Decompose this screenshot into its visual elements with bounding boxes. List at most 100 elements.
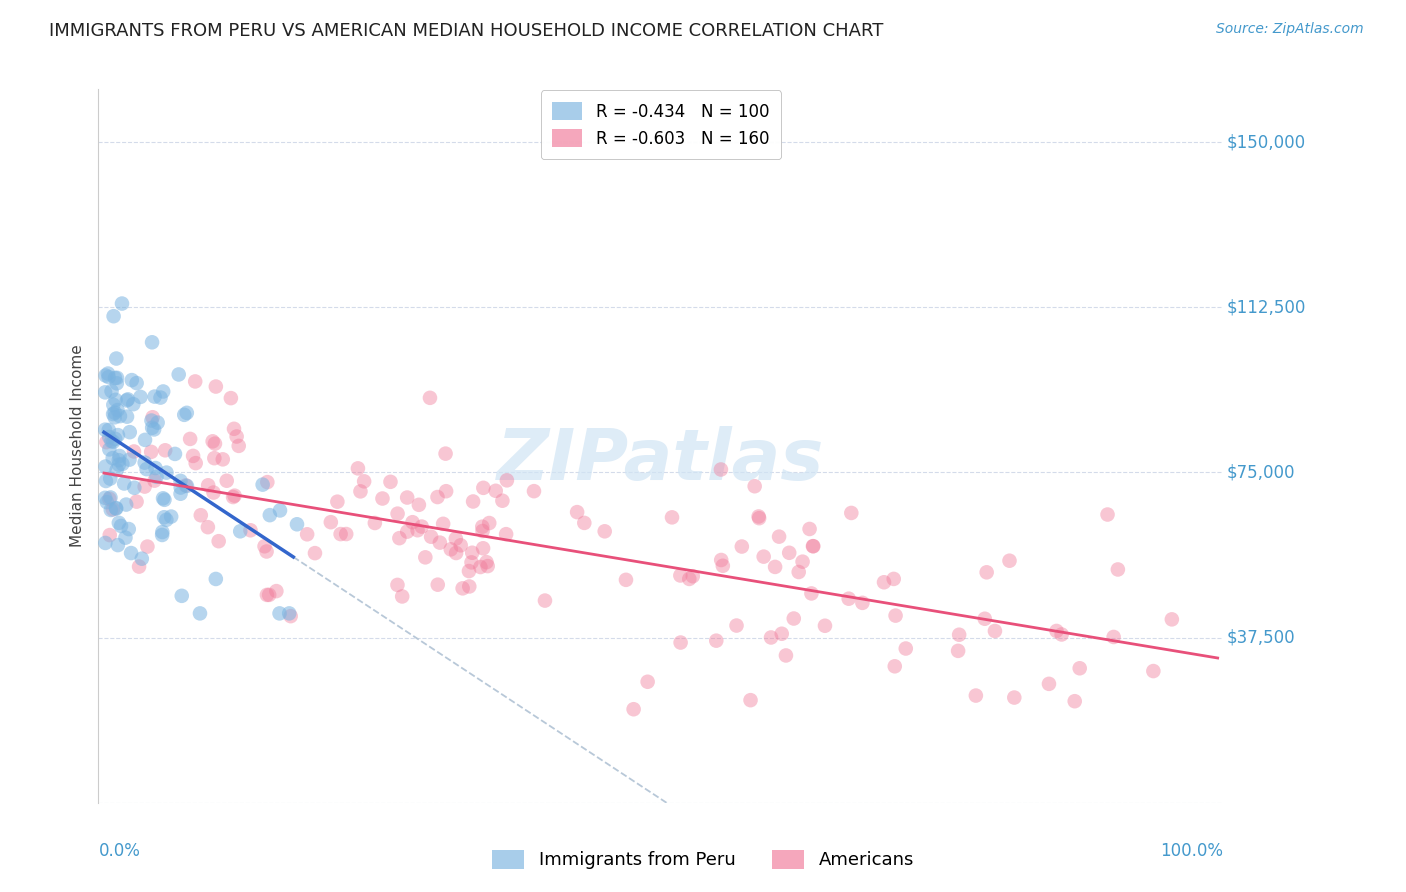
Point [101,407,124,421]
Point [984,624,1007,638]
Point [269,503,291,517]
Text: 0.0%: 0.0% [98,842,141,860]
Legend: R = -0.434   N = 100, R = -0.603   N = 160: R = -0.434 N = 100, R = -0.603 N = 160 [541,90,780,160]
Point [295,527,318,541]
Point [155,513,177,527]
Point [98,472,121,486]
Point [104,371,127,385]
Point [100,434,122,449]
Text: IMMIGRANTS FROM PERU VS AMERICAN MEDIAN HOUSEHOLD INCOME CORRELATION CHART: IMMIGRANTS FROM PERU VS AMERICAN MEDIAN … [49,22,883,40]
Point [285,517,308,532]
Point [534,593,557,607]
Point [472,541,495,556]
Point [472,481,495,495]
Point [103,398,125,412]
Point [744,479,766,493]
Point [458,564,481,578]
Point [105,463,128,477]
Point [1097,508,1119,522]
Point [202,485,225,500]
Point [153,492,176,507]
Point [184,375,207,389]
Point [1050,627,1073,641]
Point [129,390,152,404]
Point [894,641,917,656]
Point [100,503,122,517]
Point [153,443,176,458]
Point [152,491,174,506]
Point [145,470,167,484]
Point [131,551,153,566]
Point [219,391,242,405]
Point [710,553,733,567]
Point [661,510,683,524]
Point [496,473,519,487]
Point [152,384,174,399]
Point [111,457,134,471]
Point [364,516,387,530]
Point [120,546,142,560]
Y-axis label: Median Household Income: Median Household Income [70,344,86,548]
Point [419,391,441,405]
Point [114,531,136,545]
Point [1160,612,1182,626]
Point [574,516,596,530]
Point [149,391,172,405]
Point [153,510,176,524]
Point [105,376,128,391]
Point [1045,624,1067,638]
Point [800,586,823,600]
Point [725,618,748,632]
Point [160,509,183,524]
Point [1002,690,1025,705]
Point [170,481,193,495]
Point [948,628,970,642]
Point [349,484,371,499]
Point [998,554,1021,568]
Point [256,475,278,489]
Point [965,689,987,703]
Point [188,607,211,621]
Point [163,447,186,461]
Point [118,425,141,439]
Point [637,674,659,689]
Point [478,516,501,530]
Point [460,555,482,569]
Point [678,572,700,586]
Point [495,527,517,541]
Point [167,368,190,382]
Point [451,582,474,596]
Point [115,393,138,408]
Point [976,566,998,580]
Point [169,487,191,501]
Point [623,702,645,716]
Point [434,447,457,461]
Point [763,560,786,574]
Point [115,498,138,512]
Point [176,479,198,493]
Point [94,423,117,437]
Point [801,539,824,553]
Point [181,449,204,463]
Point [614,573,637,587]
Point [141,335,163,350]
Point [280,609,302,624]
Point [108,449,131,463]
Point [266,584,288,599]
Point [118,522,141,536]
Point [94,491,117,505]
Point [104,392,127,407]
Point [145,461,167,475]
Point [669,635,692,649]
Point [710,462,733,476]
Point [347,461,370,475]
Point [229,524,252,539]
Point [406,523,429,537]
Point [134,480,156,494]
Point [201,434,224,449]
Point [704,633,727,648]
Point [124,481,146,495]
Text: 100.0%: 100.0% [1160,842,1223,860]
Point [176,406,198,420]
Point [141,421,163,435]
